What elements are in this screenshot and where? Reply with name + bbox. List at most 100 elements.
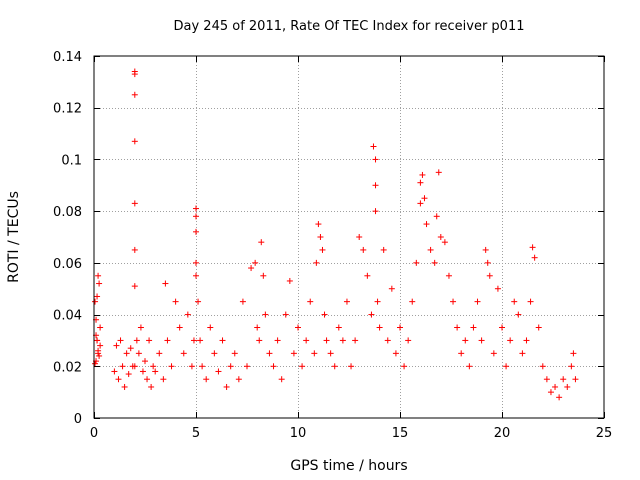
data-point: [470, 324, 477, 331]
y-tick-label: 0.12: [53, 102, 82, 117]
data-point: [327, 350, 334, 357]
data-point: [435, 169, 442, 176]
data-point: [523, 337, 530, 344]
data-point: [409, 298, 416, 305]
data-point: [397, 324, 403, 331]
data-point: [356, 234, 363, 240]
data-point: [494, 285, 501, 292]
data-point: [482, 246, 489, 253]
data-point: [131, 68, 138, 75]
data-point: [484, 259, 491, 266]
data-point: [401, 363, 408, 370]
data-point: [168, 363, 175, 370]
data-point: [131, 91, 138, 98]
data-point: [188, 363, 195, 370]
data-point: [527, 298, 534, 305]
data-point: [92, 298, 99, 305]
data-point: [286, 277, 293, 284]
data-point: [392, 350, 399, 357]
data-point: [184, 311, 191, 318]
axis-ticks: [94, 56, 605, 419]
data-point: [503, 363, 510, 370]
data-point: [193, 228, 199, 235]
data-point: [352, 337, 359, 344]
data-point: [405, 337, 412, 344]
y-tick-label: 0.14: [53, 50, 82, 65]
data-point: [239, 298, 246, 305]
data-point: [199, 363, 206, 370]
data-point: [180, 350, 187, 357]
data-point: [94, 293, 101, 300]
data-point: [123, 350, 130, 357]
data-point: [113, 342, 120, 349]
data-point: [258, 239, 265, 246]
data-point: [97, 342, 104, 349]
data-point: [388, 285, 395, 292]
data-point: [207, 324, 214, 331]
data-point: [117, 337, 124, 344]
x-axis-label: GPS time / hours: [290, 458, 407, 474]
data-point: [95, 272, 102, 279]
data-point: [335, 324, 342, 331]
data-point: [552, 383, 559, 390]
data-point: [560, 376, 567, 383]
data-point: [519, 350, 526, 357]
x-tick-label: 25: [596, 426, 613, 441]
data-point: [511, 298, 518, 305]
data-point: [270, 363, 277, 370]
data-point: [427, 246, 434, 253]
data-point: [266, 350, 273, 357]
data-point: [193, 272, 199, 279]
data-point: [315, 221, 322, 228]
data-point: [190, 337, 197, 344]
data-point: [474, 298, 481, 305]
x-tick-labels: 0 5 10 15 20 25: [90, 426, 612, 441]
data-point: [193, 213, 199, 220]
data-point: [417, 200, 424, 207]
data-point: [97, 324, 104, 331]
data-point: [376, 324, 383, 331]
data-point: [372, 208, 379, 215]
data-point: [235, 376, 242, 383]
data-point: [417, 179, 424, 186]
data-point: [437, 234, 444, 240]
data-point: [172, 298, 179, 305]
data-point: [282, 311, 289, 318]
data-point: [176, 324, 183, 331]
data-point: [131, 283, 138, 290]
data-point: [372, 182, 379, 189]
data-point: [564, 383, 571, 390]
data-point: [223, 383, 230, 390]
grid: [94, 56, 604, 418]
data-point: [133, 337, 140, 344]
data-point: [148, 383, 155, 390]
data-point: [211, 350, 218, 357]
data-point: [531, 254, 538, 261]
data-point: [139, 368, 146, 375]
data-point: [433, 213, 440, 220]
y-tick-label: 0.02: [53, 360, 82, 375]
data-point: [441, 239, 448, 246]
data-point: [131, 138, 138, 145]
data-point: [454, 324, 461, 331]
data-point: [323, 337, 330, 344]
y-tick-labels: 0 0.02 0.04 0.06 0.08 0.1 0.12 0.14: [53, 50, 82, 427]
data-point: [311, 350, 318, 357]
x-tick-label: 5: [192, 426, 200, 441]
data-point: [256, 337, 263, 344]
data-point: [370, 143, 377, 150]
data-point: [219, 337, 226, 344]
data-point: [193, 259, 199, 266]
y-tick-label: 0.1: [61, 153, 82, 168]
data-point: [203, 376, 210, 383]
data-point: [137, 324, 144, 331]
data-point: [260, 272, 267, 279]
data-point: [380, 246, 387, 253]
data-point: [144, 376, 151, 383]
data-point: [115, 376, 122, 383]
data-point: [146, 337, 153, 344]
plot-frame: [93, 55, 605, 419]
data-point: [419, 171, 426, 178]
data-point: [156, 350, 163, 357]
